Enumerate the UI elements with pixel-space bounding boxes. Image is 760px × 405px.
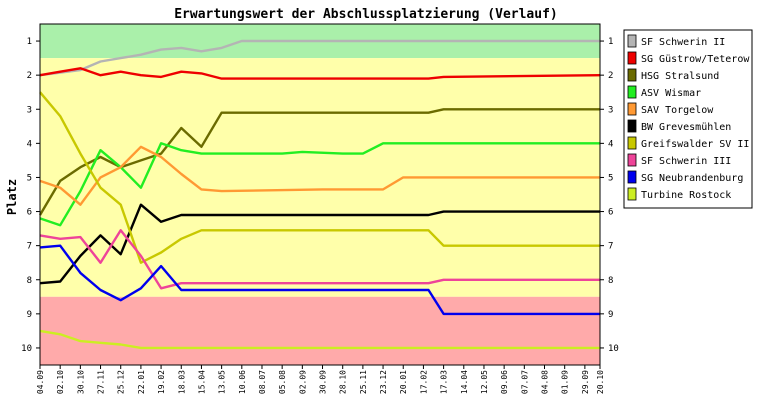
x-tick-label: 04.08 bbox=[541, 370, 550, 394]
x-tick-label: 04.09 bbox=[36, 370, 45, 394]
series-line-bw-grevesmuehlen bbox=[39, 203, 600, 285]
x-tick-label: 12.05 bbox=[480, 370, 489, 394]
x-tick-label: 10.06 bbox=[238, 370, 247, 394]
series-line-sg-guestrow-teterow bbox=[39, 67, 601, 80]
series-line-hsg-stralsund bbox=[38, 108, 600, 216]
x-tick-label: 14.04 bbox=[460, 370, 469, 394]
zone-band-3 bbox=[40, 296, 600, 365]
legend: SF Schwerin II SG Güstrow/Teterow HSG Stra… bbox=[623, 29, 753, 209]
y-tick-label-right: 5 bbox=[608, 173, 613, 183]
series-line-sf-schwerin-iii bbox=[39, 229, 600, 290]
series-line-sg-neubrandenburg bbox=[39, 244, 600, 316]
y-tick-label-left: 3 bbox=[27, 105, 32, 115]
x-tick-label: 22.01 bbox=[137, 370, 146, 394]
y-tick-label-left: 1 bbox=[27, 37, 32, 47]
series-line-sf-schwerin-ii bbox=[39, 39, 600, 77]
x-tick-label: 20.10 bbox=[596, 370, 605, 394]
legend-swatch-sg-neubrandenburg bbox=[627, 170, 637, 184]
x-tick-label: 05.08 bbox=[278, 370, 287, 394]
legend-label-sf-schwerin-iii: SF Schwerin III bbox=[641, 156, 731, 167]
x-tick-label: 07.07 bbox=[520, 370, 529, 394]
x-tick-label: 02.10 bbox=[56, 370, 65, 394]
y-tick-label-right: 9 bbox=[608, 310, 613, 320]
legend-swatch-sav-torgelow bbox=[627, 102, 637, 116]
y-axis-ticks: 1 1 2 2 3 3 4 4 5 5 6 6 7 7 8 8 9 9 10 10 bbox=[21, 37, 619, 354]
chart-title: Erwartungswert der Abschlussplatzierung … bbox=[174, 7, 558, 22]
x-tick-label: 23.12 bbox=[379, 370, 388, 394]
x-tick-label: 15.04 bbox=[197, 370, 206, 394]
x-tick-label: 18.03 bbox=[177, 370, 186, 394]
legend-swatch-sf-schwerin-ii bbox=[627, 34, 637, 48]
x-tick-label: 17.03 bbox=[440, 370, 449, 394]
y-tick-label-left: 5 bbox=[27, 173, 32, 183]
x-tick-label: 01.09 bbox=[561, 370, 570, 394]
y-tick-label-right: 8 bbox=[608, 276, 613, 286]
legend-label-sf-schwerin-ii: SF Schwerin II bbox=[641, 37, 725, 48]
y-tick-label-right: 2 bbox=[608, 71, 613, 81]
y-tick-label-left: 10 bbox=[21, 344, 32, 354]
series-line-sav-torgelow bbox=[39, 145, 600, 206]
y-axis-label: Platz bbox=[5, 179, 19, 215]
y-tick-label-right: 4 bbox=[608, 139, 613, 149]
y-tick-label-left: 4 bbox=[27, 139, 32, 149]
x-axis-ticks: 04.09 02.10 30.10 27.11 25.12 22.01 19.02 18.03… bbox=[36, 365, 605, 394]
x-tick-label: 19.02 bbox=[157, 370, 166, 394]
x-tick-label: 02.09 bbox=[298, 370, 307, 394]
x-tick-label: 25.12 bbox=[117, 370, 126, 394]
legend-label-hsg-stralsund: HSG Stralsund bbox=[641, 71, 719, 82]
legend-swatch-greifswalder-sv-ii bbox=[627, 136, 637, 150]
series-line-greifswalder-sv-ii bbox=[39, 91, 600, 264]
x-tick-label: 09.06 bbox=[500, 370, 509, 394]
legend-swatch-hsg-stralsund bbox=[627, 68, 637, 82]
legend-label-asv-wismar: ASV Wismar bbox=[641, 88, 701, 99]
x-tick-label: 29.09 bbox=[581, 370, 590, 394]
x-tick-label: 20.01 bbox=[399, 370, 408, 394]
legend-swatch-bw-grevesmuehlen bbox=[627, 119, 637, 133]
y-tick-label-left: 7 bbox=[27, 242, 32, 252]
series-line-turbine-rostock bbox=[39, 329, 600, 350]
legend-swatch-asv-wismar bbox=[627, 85, 637, 99]
plot-frame bbox=[39, 23, 601, 366]
series-lines bbox=[38, 39, 601, 350]
y-tick-label-right: 6 bbox=[608, 208, 613, 218]
legend-label-sg-guestrow-teterow: SG Güstrow/Teterow bbox=[641, 54, 750, 65]
x-tick-label: 08.07 bbox=[258, 370, 267, 394]
x-tick-label: 13.05 bbox=[218, 370, 227, 394]
y-tick-label-right: 10 bbox=[608, 344, 619, 354]
x-tick-label: 27.11 bbox=[97, 370, 106, 394]
legend-label-turbine-rostock: Turbine Rostock bbox=[641, 190, 731, 201]
legend-swatch-sg-guestrow-teterow bbox=[627, 51, 637, 65]
y-tick-label-left: 9 bbox=[27, 310, 32, 320]
y-tick-label-right: 1 bbox=[608, 37, 613, 47]
legend-box bbox=[623, 29, 753, 209]
y-tick-label-right: 7 bbox=[608, 242, 613, 252]
y-tick-label-left: 2 bbox=[27, 71, 32, 81]
x-tick-label: 30.10 bbox=[76, 370, 85, 394]
x-tick-label: 30.09 bbox=[319, 370, 328, 394]
y-tick-label-left: 8 bbox=[27, 276, 32, 286]
x-tick-label: 25.11 bbox=[359, 370, 368, 394]
legend-label-sg-neubrandenburg: SG Neubrandenburg bbox=[641, 173, 743, 184]
legend-swatch-sf-schwerin-iii bbox=[627, 153, 637, 167]
legend-swatch-turbine-rostock bbox=[627, 187, 637, 201]
legend-label-greifswalder-sv-ii: Greifswalder SV II bbox=[641, 139, 749, 150]
legend-label-sav-torgelow: SAV Torgelow bbox=[641, 105, 714, 116]
y-tick-label-left: 6 bbox=[27, 208, 32, 218]
y-tick-label-right: 3 bbox=[608, 105, 613, 115]
x-tick-label: 17.02 bbox=[419, 370, 428, 394]
x-tick-label: 28.10 bbox=[339, 370, 348, 394]
legend-label-bw-grevesmuehlen: BW Grevesmühlen bbox=[641, 122, 731, 133]
